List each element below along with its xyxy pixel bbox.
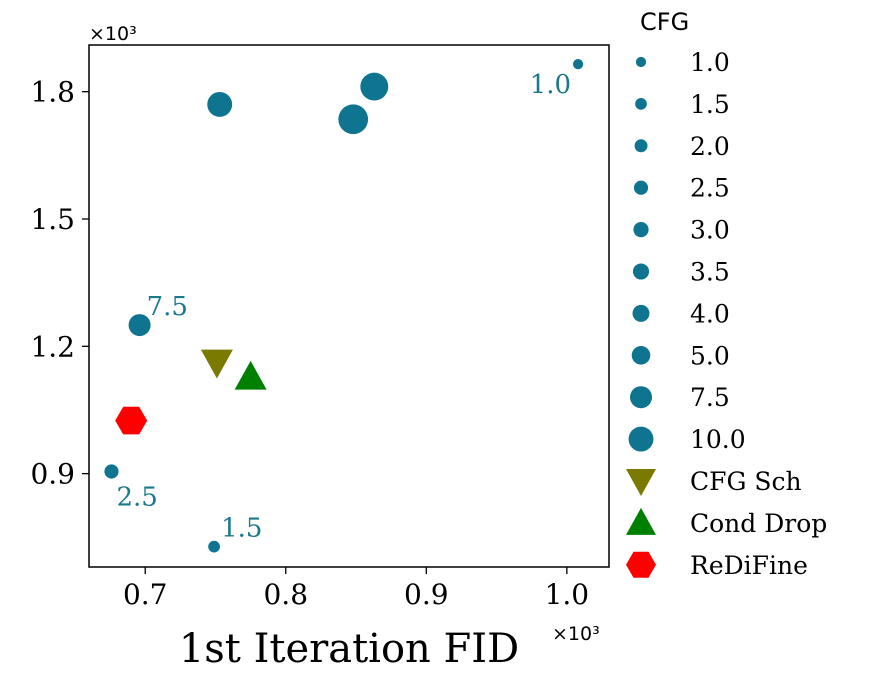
cfg-point (207, 91, 233, 117)
point-annotation: 2.5 (116, 483, 157, 513)
x-axis: 0.7 0.8 0.9 1.0 (123, 567, 589, 611)
cfg-point (360, 72, 389, 101)
legend-marker (632, 304, 650, 322)
legend-marker (628, 426, 654, 452)
x-tick-label: 1.0 (545, 578, 590, 611)
cfg-sch-point (200, 349, 233, 379)
cfg-point (572, 58, 584, 70)
legend-title: CFG (640, 8, 689, 36)
legend-label: Cond Drop (690, 509, 827, 538)
y-tick-label: 0.9 (30, 458, 75, 491)
legend-label: ReDiFine (690, 551, 808, 580)
y-tick-label: 1.2 (30, 330, 75, 363)
legend-marker (635, 56, 647, 68)
cfg-point (338, 104, 369, 135)
legend-label: 1.0 (690, 48, 730, 77)
legend-label: 3.0 (690, 216, 730, 245)
legend-marker (632, 263, 650, 280)
legend-marker (626, 551, 656, 578)
x-axis-label: 1st Iteration FID (179, 626, 519, 672)
legend-marker (634, 139, 648, 153)
y-axis: 0.9 1.2 1.5 1.8 (30, 76, 89, 491)
x-tick-label: 0.8 (263, 578, 308, 611)
point-annotation: 1.0 (530, 70, 571, 100)
legend-marker (631, 345, 651, 365)
x-tick-label: 0.7 (123, 578, 168, 611)
cfg-point (128, 314, 151, 337)
point-annotation: 1.5 (221, 514, 262, 544)
x-axis-multiplier: ×10³ (552, 623, 600, 645)
legend-marker (635, 98, 647, 110)
legend-label: CFG Sch (690, 467, 802, 496)
legend-label: 3.5 (690, 258, 730, 287)
legend-marker (626, 469, 656, 496)
legend-label: 4.0 (690, 299, 730, 328)
legend-marker (626, 507, 656, 535)
legend-marker (633, 180, 649, 195)
legend-label: 10.0 (690, 425, 746, 454)
y-tick-label: 1.5 (30, 203, 75, 236)
cfg-point (104, 464, 119, 479)
y-axis-multiplier: ×10³ (89, 23, 137, 45)
legend-label: 7.5 (690, 383, 730, 412)
legend-marker (633, 222, 649, 238)
y-tick-label: 1.8 (30, 76, 75, 109)
redifine-point (115, 406, 148, 435)
legend-label: 1.5 (690, 90, 730, 119)
cfg-point (208, 540, 220, 553)
x-tick-label: 0.9 (404, 578, 449, 611)
data-points: 1.0 1.5 2.5 7.5 (104, 58, 584, 553)
point-annotation: 7.5 (147, 292, 188, 322)
legend-label: 2.0 (690, 132, 730, 161)
legend-label: 5.0 (690, 341, 730, 370)
legend-label: 2.5 (690, 174, 730, 203)
cond-drop-point (234, 360, 267, 390)
legend-marker (629, 386, 653, 409)
plot-frame (88, 44, 610, 568)
